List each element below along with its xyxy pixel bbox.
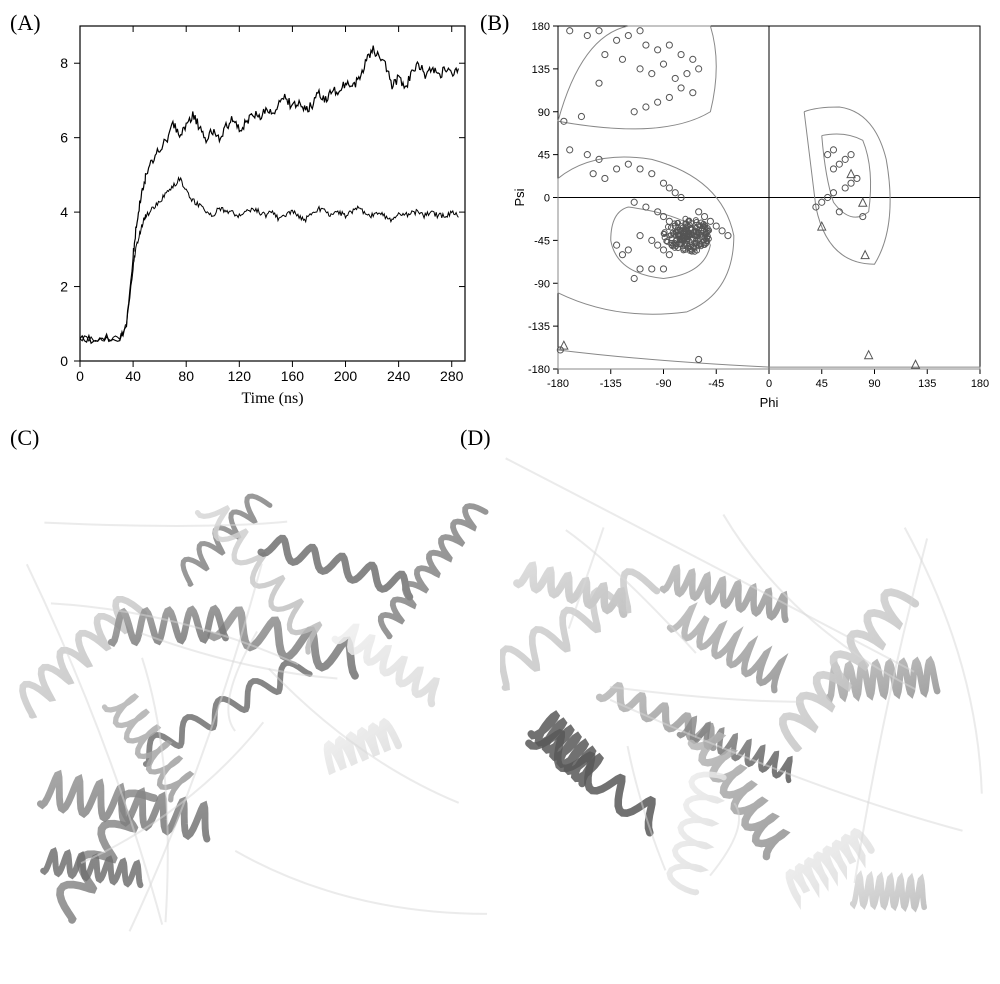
svg-text:-90: -90 [534, 278, 550, 290]
svg-text:8: 8 [60, 55, 68, 71]
svg-text:90: 90 [538, 107, 550, 119]
svg-text:-45: -45 [534, 235, 550, 247]
panel-label-d: (D) [460, 425, 491, 451]
svg-text:6: 6 [60, 130, 68, 146]
svg-text:180: 180 [971, 378, 989, 390]
svg-text:Psi: Psi [512, 188, 527, 206]
svg-text:Time (ns): Time (ns) [241, 390, 303, 407]
svg-text:120: 120 [228, 368, 252, 384]
svg-text:0: 0 [766, 378, 772, 390]
figure-container: (A) 0408012016020024028002468Time (ns) (… [10, 10, 990, 974]
svg-text:135: 135 [918, 378, 936, 390]
svg-text:45: 45 [538, 150, 550, 162]
svg-text:180: 180 [532, 21, 550, 33]
svg-text:4: 4 [60, 204, 68, 220]
svg-text:-180: -180 [547, 378, 569, 390]
panel-b-chart: -180 -135 -90 -45 0 45 90 135 180 -180 -135 -90 -45 0… [510, 16, 990, 411]
svg-text:0: 0 [544, 193, 550, 205]
svg-text:Phi: Phi [760, 395, 779, 410]
svg-text:-135: -135 [528, 321, 550, 333]
svg-text:0: 0 [76, 368, 84, 384]
svg-text:40: 40 [125, 368, 141, 384]
panel-label-c: (C) [10, 425, 39, 451]
svg-text:90: 90 [868, 378, 880, 390]
svg-text:-135: -135 [600, 378, 622, 390]
panel-a-chart: 0 40 80 120 160 200 240 280 0 2 4 6 8 Time (ns) [25, 16, 475, 411]
svg-text:0: 0 [60, 353, 68, 369]
svg-text:240: 240 [387, 368, 411, 384]
svg-text:2: 2 [60, 279, 68, 295]
svg-text:200: 200 [334, 368, 358, 384]
panel-c-structure [10, 455, 500, 970]
panel-label-b: (B) [480, 10, 509, 36]
svg-text:80: 80 [178, 368, 194, 384]
svg-text:160: 160 [281, 368, 305, 384]
svg-text:-90: -90 [656, 378, 672, 390]
svg-text:45: 45 [816, 378, 828, 390]
svg-text:-45: -45 [708, 378, 724, 390]
svg-text:280: 280 [440, 368, 464, 384]
panel-d-structure [500, 425, 990, 970]
svg-text:-180: -180 [528, 364, 550, 376]
svg-text:135: 135 [532, 64, 550, 76]
